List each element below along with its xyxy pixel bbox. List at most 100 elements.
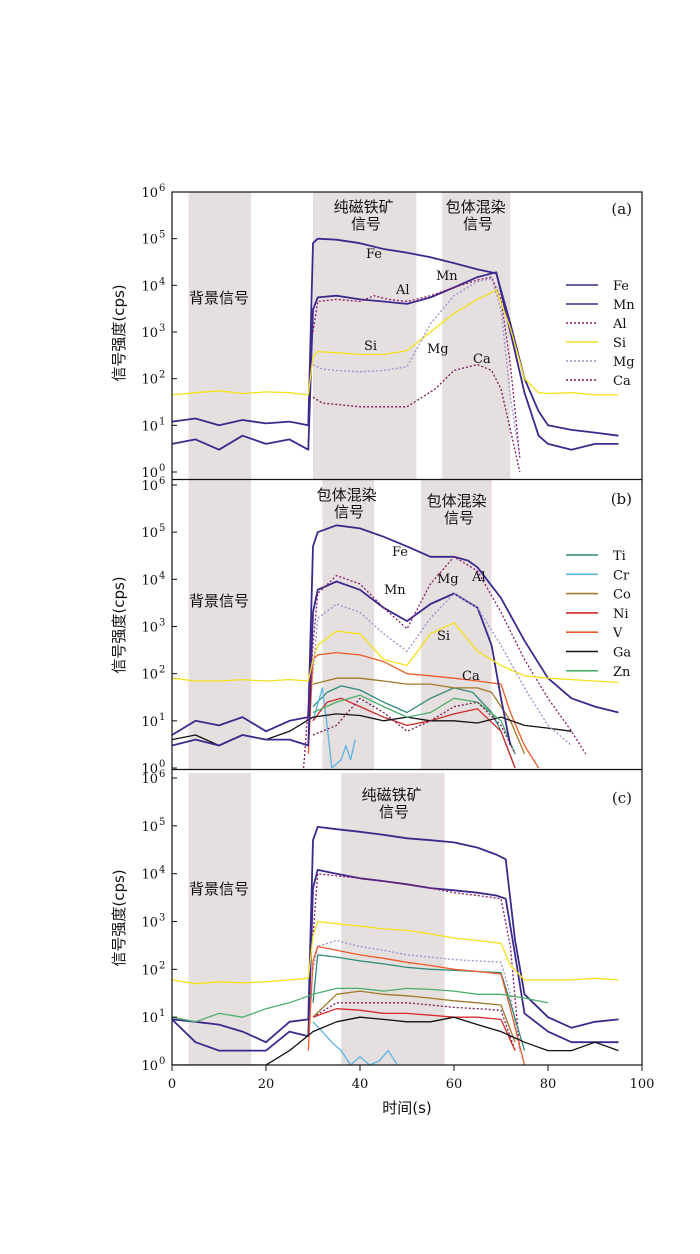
series-c [172, 826, 619, 1065]
legend-label-cr: Cr [613, 568, 630, 583]
y-tick-exponent: 2 [159, 370, 165, 381]
element-label-mn: Mn [436, 269, 458, 284]
y-tick-exponent: 0 [159, 759, 165, 770]
y-tick-exponent: 6 [159, 769, 165, 780]
y-tick-label: 10 [141, 326, 158, 341]
y-tick-label: 10 [141, 916, 158, 931]
y-tick-label: 10 [141, 762, 158, 777]
region-label-line: 包体混染 [427, 492, 487, 510]
series-line-ni [312, 697, 516, 768]
legend-a: Fe Mn Al Si Mg Ca [566, 279, 635, 389]
series-line-v [307, 945, 526, 1065]
series-b [172, 524, 619, 768]
series-line-al [312, 873, 521, 1051]
y-tick-label: 10 [141, 466, 158, 481]
y-tick-label: 10 [141, 1059, 158, 1074]
element-label-si: Si [364, 339, 377, 354]
y-tick-exponent: 4 [159, 570, 165, 581]
x-tick-label: 80 [540, 1077, 557, 1092]
element-label-si: Si [437, 629, 450, 644]
element-label-ca: Ca [462, 669, 480, 684]
y-tick-exponent: 1 [159, 1008, 165, 1019]
y-tick-exponent: 3 [159, 913, 165, 924]
y-tick-label: 10 [141, 963, 158, 978]
region-label-line: 包体混染 [446, 198, 506, 216]
series-line-al [302, 556, 587, 768]
panel-tag-b: (b) [611, 490, 632, 508]
y-axis-label: 信号强度(cps) [110, 576, 128, 673]
x-tick-label: 20 [258, 1077, 275, 1092]
series-line-mn [172, 271, 619, 451]
shaded-region [313, 192, 417, 480]
series-line-si [172, 920, 619, 985]
series-line-al [312, 276, 521, 459]
legend-b: Ti Cr Co Ni V Ga Zn [566, 549, 631, 680]
x-tick-label: 100 [630, 1077, 655, 1092]
y-tick-exponent: 0 [159, 463, 165, 474]
region-label-pure-magnetite: 纯磁铁矿 信号 [334, 198, 399, 233]
y-tick-exponent: 0 [159, 1056, 165, 1067]
legend-label-mg: Mg [613, 355, 635, 370]
series-line-si [172, 289, 619, 396]
series-line-ni [312, 1008, 516, 1051]
legend-label-zn: Zn [613, 665, 631, 680]
panel-tag-c: (c) [612, 789, 632, 807]
region-label-pure-magnetite: 纯磁铁矿 信号 [362, 786, 427, 821]
region-label-inclusion-2: 包体混染 信号 [427, 492, 492, 527]
y-tick-exponent: 3 [159, 323, 165, 334]
region-label-inclusion: 包体混染 信号 [446, 198, 511, 233]
legend-label-ni: Ni [613, 607, 629, 622]
series-line-ga [172, 1016, 619, 1065]
element-label-al: Al [471, 570, 486, 585]
legend-label-v: V [612, 626, 623, 641]
series-line-mg [312, 592, 572, 746]
series-a [172, 237, 619, 473]
region-label-inclusion-1: 包体混染 信号 [317, 486, 382, 521]
y-tick-exponent: 5 [159, 230, 165, 241]
shaded-region [188, 192, 251, 480]
y-tick-label: 10 [141, 573, 158, 588]
x-tick-label: 0 [168, 1077, 176, 1092]
y-tick-label: 10 [141, 1011, 158, 1026]
x-tick-label: 40 [352, 1077, 369, 1092]
series-line-cr [312, 687, 356, 768]
shaded-region [442, 192, 511, 480]
y-tick-exponent: 4 [159, 865, 165, 876]
element-label-mg: Mg [437, 572, 459, 587]
plot-frame [171, 191, 643, 1066]
series-line-ca [312, 697, 516, 755]
series-line-zn [312, 694, 516, 755]
y-axis-label: 信号强度(cps) [110, 284, 128, 381]
y-tick-exponent: 6 [159, 183, 165, 194]
y-tick-exponent: 4 [159, 276, 165, 287]
series-line-co [312, 990, 516, 1043]
legend-label-mn: Mn [613, 298, 635, 313]
series-line-mn [172, 580, 512, 747]
y-tick-exponent: 5 [159, 523, 165, 534]
series-line-si [172, 622, 619, 684]
region-label-background: 背景信号 [189, 289, 249, 307]
legend-label-ga: Ga [613, 646, 631, 661]
series-line-fe [172, 826, 619, 1044]
y-tick-exponent: 2 [159, 960, 165, 971]
x-axis: 0 20 40 60 80 100 [168, 1065, 655, 1092]
region-label-line: 纯磁铁矿 [362, 786, 422, 804]
y-tick-exponent: 2 [159, 665, 165, 676]
x-axis-label: 时间(s) [382, 1099, 432, 1117]
region-label-line: 信号 [351, 215, 381, 233]
y-tick-label: 10 [141, 419, 158, 434]
element-label-fe: Fe [366, 247, 382, 262]
y-tick-label: 10 [141, 279, 158, 294]
y-tick-label: 10 [141, 526, 158, 541]
y-tick-exponent: 6 [159, 476, 165, 487]
y-tick-exponent: 5 [159, 817, 165, 828]
region-label-line: 纯磁铁矿 [334, 198, 394, 216]
y-tick-exponent: 3 [159, 618, 165, 629]
series-line-ca [312, 363, 521, 473]
y-tick-label: 10 [141, 373, 158, 388]
